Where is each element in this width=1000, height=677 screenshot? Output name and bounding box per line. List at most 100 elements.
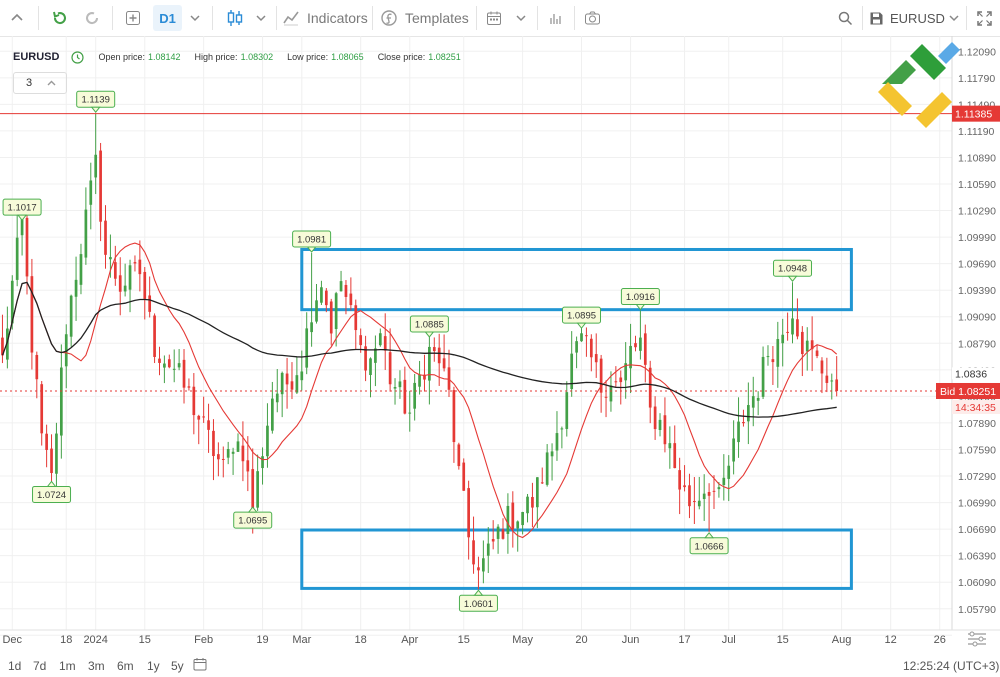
annotation-pointer [704,531,715,539]
candle [315,283,318,324]
screenshot-camera-icon[interactable] [580,0,604,36]
candle-body [761,356,765,397]
candle-body [55,433,58,474]
symbol-selector[interactable]: EURUSD [890,10,945,26]
price-chart[interactable]: 1.120901.117901.114901.111901.108901.105… [0,36,1000,656]
range-1m[interactable]: 1m [59,659,76,673]
candle-body [182,359,186,388]
date-range-calendar-icon[interactable] [193,657,207,674]
y-tick-label: 1.09090 [958,312,996,324]
indicators-button[interactable]: Indicators [282,0,368,36]
timeframe-button[interactable]: D1 [153,5,182,31]
candle-body [364,346,367,371]
candle-body [683,485,686,488]
candle-body [442,358,446,369]
time-label: 14:34:35 [955,402,996,414]
candle-body [388,352,392,385]
range-1y[interactable]: 1y [147,659,160,673]
candlestick-type-icon[interactable] [220,0,250,36]
candle-body [540,482,544,484]
candle [742,409,745,427]
annotation-pointer [247,506,258,513]
candle [447,349,451,397]
calendar-chevron-down-icon[interactable] [512,0,530,36]
redo-icon[interactable] [80,0,104,36]
candle-body [40,384,44,434]
candle-body [516,521,520,529]
candle-body [580,333,583,342]
candle [609,371,613,412]
candle-body [707,491,711,496]
candle-body [614,381,618,383]
price-annotation: 1.0695 [233,506,273,529]
fullscreen-icon[interactable] [972,0,996,36]
volume-bars-icon[interactable] [544,0,568,36]
candle-body [634,343,637,348]
price-annotation: 1.0981 [292,230,332,253]
candle-body [531,497,534,508]
candle [491,520,495,550]
range-1d[interactable]: 1d [8,659,22,673]
candle-body [403,379,407,414]
y-tick-label: 1.10290 [958,206,996,218]
add-chart-icon[interactable] [120,0,146,36]
candle-body [643,333,647,365]
range-7d[interactable]: 7d [33,659,47,673]
candle [418,360,421,395]
candle [383,313,387,371]
candle [138,240,142,292]
y-tick-label: 1.07890 [958,418,996,430]
counter-chevron-up-icon[interactable] [46,78,57,89]
candle-body [266,425,269,457]
annotation-pointer [306,246,317,253]
candle [648,360,652,424]
save-disk-icon[interactable] [866,0,886,36]
annotation-pointer [46,480,57,487]
candle [163,355,166,384]
timeframe-chevron-down-icon[interactable] [186,0,204,36]
range-3m[interactable]: 3m [88,659,105,673]
level-label-bg [952,105,1000,122]
chart-type-chevron-down-icon[interactable] [252,0,270,36]
candle [79,243,83,295]
candle [815,344,819,359]
indicator-counter[interactable]: 3 [13,72,67,94]
candle [472,516,475,574]
undo-icon[interactable] [48,0,72,36]
candle-body [15,237,19,280]
candle [388,328,392,392]
ohlc-info-bar: EURUSD Open price: 1.08142 High price: 1.0… [0,46,461,68]
candle-body [300,371,304,381]
candle [526,493,529,523]
candle-body [334,293,338,330]
candle [364,335,367,382]
candle-body [575,341,578,353]
candle [722,454,726,501]
search-icon[interactable] [834,0,856,36]
candle-body [295,375,299,393]
symbol-chevron-down-icon[interactable] [946,0,962,36]
candle-body [594,354,598,363]
candle [830,373,834,400]
y-tick-label: 1.11190 [958,126,995,138]
candle [285,357,289,409]
candle [413,373,417,421]
templates-button[interactable]: Templates [380,0,472,36]
candle [89,162,93,230]
candle-body [217,454,220,460]
calendar-icon[interactable] [482,0,506,36]
brand-logo [878,42,960,128]
candle [477,556,480,590]
candle [810,316,814,372]
candle [585,327,588,357]
open-value: 1.08142 [147,52,181,62]
candle [717,482,721,498]
range-6m[interactable]: 6m [117,659,134,673]
candle-body [712,490,716,492]
candle-body [167,359,171,368]
candle-body [280,372,284,395]
range-5y[interactable]: 5y [171,659,184,673]
x-tick-label: Aug [832,634,852,646]
candle-body [462,462,466,491]
collapse-chevron-up-icon[interactable] [4,0,30,36]
